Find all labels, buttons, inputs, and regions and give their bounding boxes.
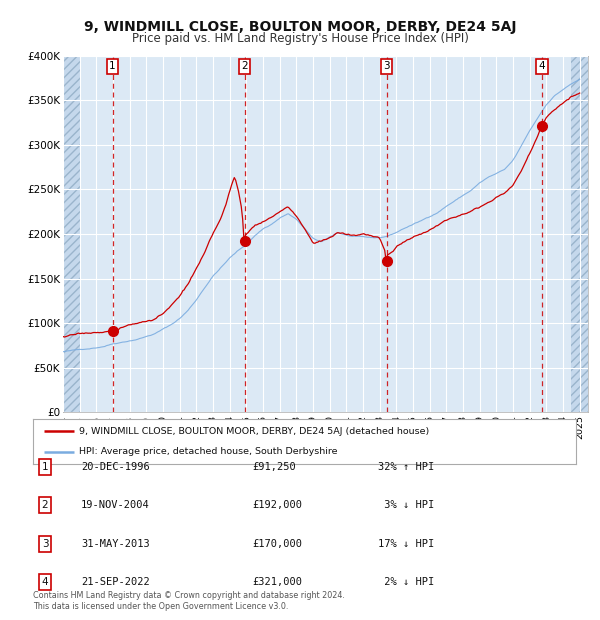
Bar <box>571 56 588 412</box>
Text: 3% ↓ HPI: 3% ↓ HPI <box>378 500 434 510</box>
Bar <box>571 56 588 412</box>
Text: 2% ↓ HPI: 2% ↓ HPI <box>378 577 434 587</box>
Text: 19-NOV-2004: 19-NOV-2004 <box>81 500 150 510</box>
Text: Contains HM Land Registry data © Crown copyright and database right 2024.
This d: Contains HM Land Registry data © Crown c… <box>33 591 345 611</box>
Text: £91,250: £91,250 <box>252 462 296 472</box>
Text: 2: 2 <box>41 500 49 510</box>
Bar <box>63 56 80 412</box>
Text: £192,000: £192,000 <box>252 500 302 510</box>
Text: 1: 1 <box>109 61 116 71</box>
Bar <box>63 56 80 412</box>
Text: HPI: Average price, detached house, South Derbyshire: HPI: Average price, detached house, Sout… <box>79 447 338 456</box>
Text: 17% ↓ HPI: 17% ↓ HPI <box>378 539 434 549</box>
Text: 20-DEC-1996: 20-DEC-1996 <box>81 462 150 472</box>
Text: 1: 1 <box>41 462 49 472</box>
Text: £170,000: £170,000 <box>252 539 302 549</box>
Text: Price paid vs. HM Land Registry's House Price Index (HPI): Price paid vs. HM Land Registry's House … <box>131 32 469 45</box>
Text: 32% ↑ HPI: 32% ↑ HPI <box>378 462 434 472</box>
Text: 9, WINDMILL CLOSE, BOULTON MOOR, DERBY, DE24 5AJ: 9, WINDMILL CLOSE, BOULTON MOOR, DERBY, … <box>84 20 516 34</box>
Text: 3: 3 <box>41 539 49 549</box>
Text: 2: 2 <box>241 61 248 71</box>
Text: 31-MAY-2013: 31-MAY-2013 <box>81 539 150 549</box>
Text: 3: 3 <box>383 61 390 71</box>
Text: 9, WINDMILL CLOSE, BOULTON MOOR, DERBY, DE24 5AJ (detached house): 9, WINDMILL CLOSE, BOULTON MOOR, DERBY, … <box>79 427 430 436</box>
Text: 4: 4 <box>41 577 49 587</box>
Text: 21-SEP-2022: 21-SEP-2022 <box>81 577 150 587</box>
Text: £321,000: £321,000 <box>252 577 302 587</box>
Text: 4: 4 <box>538 61 545 71</box>
